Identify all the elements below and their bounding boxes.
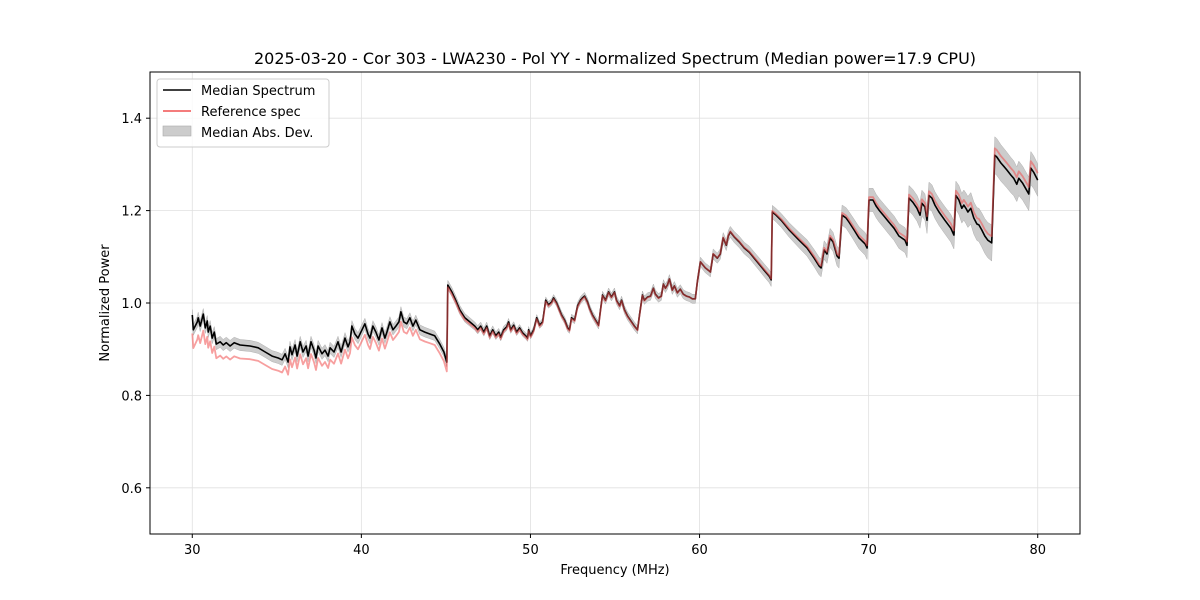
median-line-layer — [191, 154, 1039, 363]
mad-band-layer — [192, 136, 1038, 368]
x-axis-label: Frequency (MHz) — [560, 563, 669, 578]
x-tick-label: 40 — [353, 543, 370, 558]
legend-box — [156, 78, 330, 148]
x-tick-label: 80 — [1029, 543, 1046, 558]
mad-band — [192, 136, 1038, 368]
legend-mad-label: Median Abs. Dev. — [201, 126, 313, 141]
y-axis-label: Normalized Power — [98, 244, 113, 362]
reference-spectrum-line — [191, 147, 1039, 376]
y-tick-label: 1.4 — [121, 112, 142, 127]
y-axis-ticks: 0.6 0.8 1.0 1.2 1.4 — [121, 112, 150, 497]
legend: Median Spectrum Reference spec Median Ab… — [156, 78, 330, 148]
legend-mad-swatch — [162, 125, 192, 137]
y-tick-label: 0.8 — [121, 389, 142, 404]
x-tick-label: 30 — [184, 543, 201, 558]
chart-title: 2025-03-20 - Cor 303 - LWA230 - Pol YY -… — [254, 49, 976, 68]
x-axis-ticks: 30 40 50 60 70 80 — [184, 534, 1046, 558]
y-tick-label: 1.2 — [121, 205, 142, 220]
median-spectrum-line — [191, 154, 1039, 363]
reference-line-layer — [191, 147, 1039, 376]
legend-median-label: Median Spectrum — [201, 84, 315, 99]
y-tick-label: 1.0 — [121, 297, 142, 312]
x-tick-label: 60 — [691, 543, 708, 558]
x-tick-label: 50 — [522, 543, 539, 558]
x-tick-label: 70 — [860, 543, 877, 558]
y-tick-label: 0.6 — [121, 482, 142, 497]
legend-reference-label: Reference spec — [201, 105, 301, 120]
